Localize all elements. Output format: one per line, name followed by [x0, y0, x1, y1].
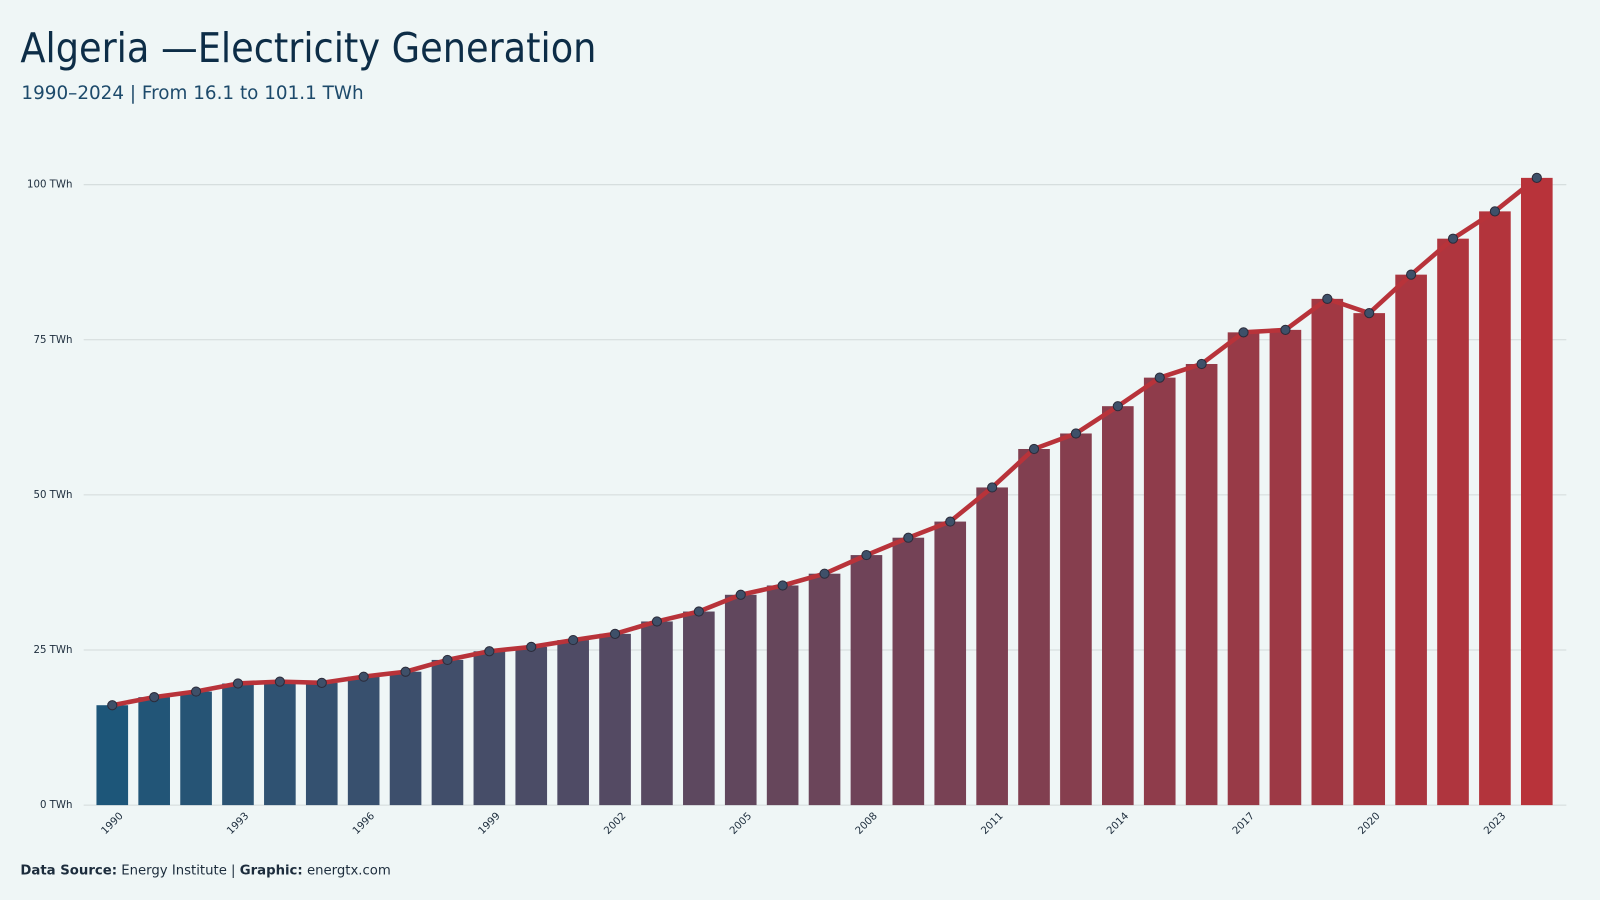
x-tick-label: 2005 [728, 811, 754, 837]
bar [1269, 329, 1302, 806]
bar [766, 585, 799, 806]
point [651, 616, 663, 627]
bar [264, 681, 296, 806]
y-tick-label: 100 TWh [27, 180, 72, 191]
point [1531, 172, 1542, 183]
bar [1143, 377, 1176, 806]
bar [1520, 177, 1553, 806]
point [442, 654, 453, 666]
bar [1018, 448, 1050, 806]
point [568, 634, 579, 646]
bar [641, 621, 673, 806]
bar [1311, 298, 1344, 806]
bar [892, 537, 925, 806]
point [316, 677, 327, 688]
point [777, 580, 788, 591]
point [1322, 293, 1333, 304]
x-tick-label: 2014 [1105, 811, 1131, 837]
y-tick-label: 50 TWh [33, 490, 72, 501]
x-tick-label: 2017 [1231, 811, 1257, 837]
point [693, 606, 704, 617]
bar [305, 682, 338, 806]
x-tick-label: 1990 [100, 811, 126, 837]
bar [389, 671, 422, 806]
x-tick-label: 1993 [225, 811, 251, 837]
y-tick-label: 25 TWh [33, 645, 72, 656]
point [1112, 401, 1123, 412]
point [1154, 372, 1165, 383]
bar [222, 683, 254, 806]
y-tick-label: 75 TWh [33, 335, 72, 346]
bar [683, 611, 715, 806]
point [526, 641, 537, 653]
point [232, 678, 244, 689]
point [358, 671, 369, 682]
x-tick-label: 2008 [854, 811, 880, 837]
bar [934, 521, 967, 806]
point [1364, 308, 1375, 319]
point [1489, 206, 1501, 217]
bar [138, 697, 170, 806]
point [1280, 324, 1291, 335]
bar [1102, 406, 1134, 806]
bar [96, 705, 129, 806]
point [1196, 358, 1207, 370]
bar [557, 640, 589, 806]
bar [1227, 332, 1260, 806]
x-tick-label: 2002 [602, 811, 628, 837]
chart-title: Algeria —Electricity Generation [20, 24, 596, 72]
point [819, 568, 830, 579]
source-label: Data Source: [20, 863, 117, 878]
point [903, 532, 914, 543]
bar [347, 676, 380, 806]
bar [515, 646, 548, 806]
point [1406, 269, 1417, 280]
point [945, 516, 956, 527]
point [609, 628, 621, 639]
point [1447, 233, 1459, 244]
x-tick-label: 2011 [979, 811, 1005, 837]
x-tick-label: 1999 [477, 811, 503, 837]
bar [1060, 433, 1092, 806]
point [987, 482, 998, 493]
x-tick-label: 2020 [1357, 811, 1383, 837]
point [1028, 443, 1040, 455]
bar [808, 573, 841, 806]
chart-subtitle: 1990–2024 | From 16.1 to 101.1 TWh [21, 83, 363, 104]
graphic-label: Graphic: [240, 863, 303, 878]
bar [180, 691, 212, 806]
source-text: Energy Institute | [121, 863, 235, 878]
bar [850, 555, 883, 806]
source: Data Source: Energy Institute | Graphic:… [20, 863, 390, 878]
point [190, 686, 202, 697]
point [1238, 327, 1249, 338]
point [484, 646, 495, 657]
bar [599, 633, 631, 806]
bar [1185, 363, 1218, 806]
bar [724, 594, 757, 806]
y-tick-label: 0 TWh [40, 800, 72, 811]
bar [1437, 238, 1469, 806]
point [149, 692, 160, 703]
bar [473, 651, 506, 806]
bar [431, 659, 464, 806]
bar [1353, 313, 1386, 806]
bar [1395, 274, 1427, 806]
point [861, 549, 872, 561]
point [1070, 428, 1082, 439]
point [735, 589, 746, 600]
bar [1479, 211, 1511, 806]
x-tick-label: 2023 [1482, 811, 1508, 837]
point [274, 676, 285, 687]
x-tick-label: 1996 [351, 811, 377, 837]
bar [976, 487, 1008, 806]
graphic-text: energtx.com [307, 863, 391, 878]
point [107, 700, 118, 711]
point [400, 666, 411, 677]
